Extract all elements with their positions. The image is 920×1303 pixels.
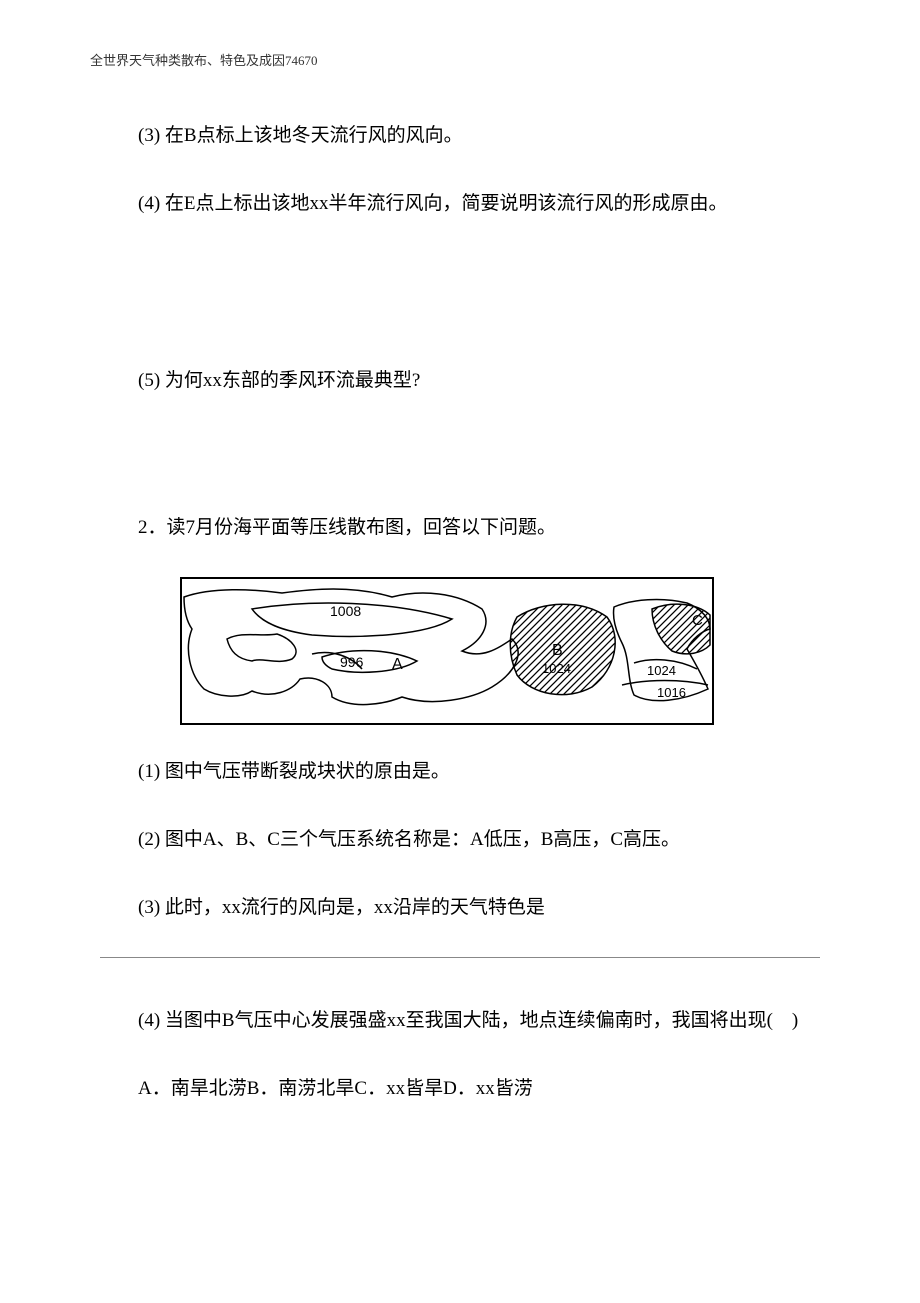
spacer <box>100 430 820 490</box>
q1-item-4: (4) 在E点上标出该地xx半年流行风向，简要说明该流行风的形成原由。 <box>100 185 820 223</box>
q1-item-3: (3) 在B点标上该地冬天流行风的风向。 <box>100 117 820 155</box>
q2-options: A．南旱北涝B．南涝北旱C．xx皆旱D．xx皆涝 <box>100 1070 820 1108</box>
label-996: 996 <box>340 654 364 670</box>
label-A: A <box>392 656 403 673</box>
map-svg: 1008 996 A B 1024 C 1024 1016 <box>182 579 712 723</box>
isobar-map: 1008 996 A B 1024 C 1024 1016 <box>180 577 714 725</box>
label-1008: 1008 <box>330 603 361 619</box>
document-page: 全世界天气种类散布、特色及成因74670 (3) 在B点标上该地冬天流行风的风向… <box>0 0 920 1198</box>
divider <box>100 957 820 958</box>
q2-item-1: (1) 图中气压带断裂成块状的原由是。 <box>100 753 820 791</box>
map-figure: 1008 996 A B 1024 C 1024 1016 <box>180 577 820 725</box>
label-1016: 1016 <box>657 685 686 700</box>
page-header: 全世界天气种类散布、特色及成因74670 <box>90 50 820 69</box>
label-B: B <box>552 642 563 659</box>
label-1024-c: 1024 <box>647 663 676 678</box>
q2-item-3: (3) 此时，xx流行的风向是，xx沿岸的天气特色是 <box>100 889 820 927</box>
q2-item-2: (2) 图中A、B、C三个气压系统名称是：A低压，B高压，C高压。 <box>100 821 820 859</box>
q2-item-4: (4) 当图中B气压中心发展强盛xx至我国大陆，地点连续偏南时，我国将出现( ) <box>100 1002 820 1040</box>
spacer <box>100 253 820 343</box>
q2-intro: 2．读7月份海平面等压线散布图，回答以下问题。 <box>100 509 820 547</box>
label-1024-b: 1024 <box>542 661 571 676</box>
label-C: C <box>692 612 703 629</box>
q1-item-5: (5) 为何xx东部的季风环流最典型? <box>100 362 820 400</box>
